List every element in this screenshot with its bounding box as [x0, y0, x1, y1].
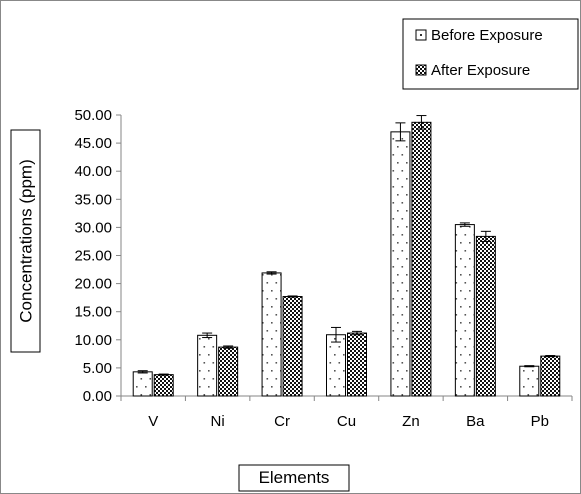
x-tick-label: Cr — [274, 413, 290, 430]
bar-before — [197, 334, 218, 397]
plot-area: 0.00 5.00 10.00 15.00 20.00 25.00 30.00 35.00 40… — [74, 107, 573, 430]
bar-before — [390, 131, 411, 397]
legend-item-after: After Exposure — [415, 62, 530, 79]
y-tick-label: 35.00 — [74, 191, 112, 208]
bar-before — [454, 224, 475, 397]
x-axis-title-box: Elements — [238, 464, 350, 492]
x-tick-label: Ba — [466, 413, 485, 430]
bar-before — [132, 371, 153, 397]
y-axis-title: Concentrations (ppm) — [17, 159, 36, 322]
bar-after — [153, 374, 174, 397]
x-tick-label: Pb — [531, 413, 549, 430]
bar-before — [326, 334, 346, 397]
bar-before — [519, 365, 540, 397]
bar-after — [347, 332, 367, 397]
bar-after — [540, 355, 561, 397]
y-tick-label: 15.00 — [74, 304, 112, 321]
legend-label-after: After Exposure — [431, 62, 530, 79]
y-tick-label: 20.00 — [74, 276, 112, 293]
y-tick-label: 5.00 — [83, 360, 112, 377]
x-tick-label: Ni — [211, 413, 225, 430]
x-tick-label: Zn — [402, 413, 420, 430]
y-tick-label: 50.00 — [74, 107, 112, 124]
y-axis-title-box: Concentrations (ppm) — [10, 129, 41, 353]
bar-after — [282, 296, 303, 397]
y-tick-label: 40.00 — [74, 163, 112, 180]
y-tick-label: 45.00 — [74, 135, 112, 152]
bar-after — [475, 235, 496, 397]
y-tick-label: 0.00 — [83, 388, 112, 405]
x-tick-label: Cu — [337, 413, 356, 430]
x-tick-label: V — [148, 413, 158, 430]
y-tick-label: 10.00 — [74, 332, 112, 349]
bar-before — [261, 272, 282, 397]
legend-item-before: Before Exposure — [415, 27, 543, 44]
x-axis-title: Elements — [259, 468, 330, 487]
bar-after — [218, 346, 239, 397]
y-tick-label: 30.00 — [74, 219, 112, 236]
y-tick-label: 25.00 — [74, 248, 112, 265]
legend-swatch-after — [415, 64, 427, 76]
legend-label-before: Before Exposure — [431, 27, 543, 44]
bar-after — [411, 121, 432, 397]
legend: Before Exposure After Exposure — [402, 18, 579, 90]
